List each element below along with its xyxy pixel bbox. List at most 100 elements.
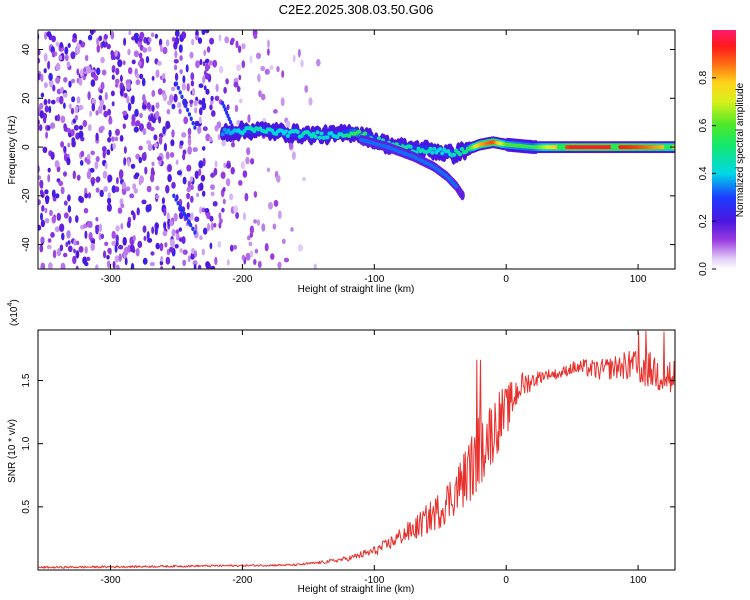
spectrogram-noise-blob — [59, 42, 64, 49]
spectrogram-noise-blob — [144, 166, 148, 175]
spectrogram-noise-blob — [132, 234, 136, 242]
spectrogram-noise-blob — [40, 73, 44, 83]
spectrogram-noise-blob — [43, 68, 47, 74]
spectrogram-noise-blob — [107, 197, 112, 205]
spectrogram-ridge-core — [280, 128, 284, 133]
spectrogram-noise-blob — [260, 65, 266, 72]
spectrogram-y-tick-label: 20 — [21, 92, 32, 104]
spectrogram-noise-blob — [223, 86, 227, 94]
spectrogram-noise-blob — [229, 244, 234, 252]
spectrogram-noise-blob — [107, 247, 112, 254]
spectrogram-noise-blob — [189, 176, 194, 183]
spectrogram-noise-blob — [51, 99, 56, 105]
spectrogram-noise-blob — [272, 223, 277, 230]
spectrogram-noise-blob — [236, 64, 241, 71]
spectrogram-noise-blob — [80, 150, 85, 158]
spectrogram-noise-blob — [95, 177, 100, 183]
spectrogram-noise-blob — [258, 90, 262, 98]
spectrogram-noise-blob — [78, 246, 84, 253]
spectrogram-noise-blob — [100, 81, 105, 90]
spectrogram-noise-blob — [171, 181, 176, 189]
spectrogram-noise-blob — [246, 147, 251, 156]
spectrogram-noise-blob — [48, 72, 53, 81]
spectrogram-noise-blob — [122, 85, 126, 92]
spectrogram-noise-blob — [181, 132, 187, 138]
spectrogram-noise-blob — [48, 79, 54, 88]
spectrogram-noise-blob — [178, 198, 183, 207]
spectrogram-noise-blob — [135, 73, 140, 79]
spectrogram-noise-blob — [291, 151, 296, 161]
spectrogram-noise-blob — [190, 80, 195, 87]
spectrogram-noise-blob — [119, 74, 123, 82]
spectrogram-noise-blob — [126, 220, 131, 228]
spectrogram-ridge-core — [335, 135, 340, 139]
spectrogram-streak-blob — [227, 116, 231, 122]
spectrogram-noise-blob — [38, 32, 40, 41]
spectrogram-noise-blob — [253, 219, 257, 224]
spectrogram-x-tick-label: -300 — [101, 274, 121, 285]
spectrogram-noise-blob — [175, 229, 180, 234]
spectrogram-noise-blob — [72, 255, 77, 265]
spectrogram-noise-blob — [87, 91, 91, 101]
spectrogram-noise-blob — [267, 48, 270, 56]
spectrogram-noise-blob — [221, 140, 226, 147]
snr-y-tick-label: 1.0 — [21, 436, 32, 450]
spectrogram-noise-blob — [52, 84, 56, 92]
spectrogram-noise-blob — [115, 67, 120, 76]
spectrogram-noise-blob — [87, 192, 92, 199]
spectrogram-noise-blob — [86, 65, 91, 74]
spectrogram-noise-blob — [61, 232, 65, 241]
spectrogram-noise-blob — [237, 45, 242, 53]
spectrogram-noise-blob — [235, 212, 240, 219]
spectrogram-noise-blob — [122, 110, 128, 116]
spectrogram-noise-blob — [57, 114, 61, 122]
spectrogram-noise-blob — [163, 142, 167, 152]
spectrogram-noise-blob — [111, 74, 115, 80]
spectrogram-noise-blob — [313, 263, 317, 269]
spectrogram-noise-blob — [121, 181, 127, 190]
spectrogram-noise-blob — [217, 240, 222, 248]
spectrogram-noise-blob — [245, 252, 251, 261]
spectrogram-noise-blob — [70, 51, 76, 60]
spectrogram-noise-blob — [111, 230, 116, 239]
spectrogram-noise-blob — [59, 95, 64, 105]
spectrogram-noise-blob — [199, 235, 203, 240]
spectrogram-noise-blob — [202, 157, 206, 167]
spectrogram-noise-blob — [240, 161, 245, 169]
spectrogram-noise-blob — [186, 186, 191, 193]
spectrogram-noise-blob — [100, 233, 105, 239]
spectrogram-noise-blob — [142, 94, 146, 102]
spectrogram-noise-blob — [63, 212, 69, 219]
spectrogram-noise-blob — [158, 136, 163, 145]
spectrogram-noise-blob — [155, 185, 160, 191]
spectrogram-noise-blob — [102, 149, 106, 159]
spectrogram-noise-blob — [264, 68, 270, 75]
spectrogram-noise-blob — [137, 60, 142, 67]
spectrogram-noise-blob — [102, 104, 106, 111]
spectrogram-noise-blob — [277, 261, 282, 269]
spectrogram-x-tick-label: 100 — [630, 274, 647, 285]
spectrogram-noise-blob — [135, 120, 141, 127]
spectrogram-noise-blob — [42, 112, 48, 120]
spectrogram-noise-blob — [114, 255, 120, 263]
spectrogram-ridge-core — [357, 129, 362, 134]
spectrogram-noise-blob — [46, 244, 52, 250]
spectrogram-noise-blob — [197, 264, 202, 269]
spectrogram-noise-blob — [253, 259, 257, 265]
spectrogram-noise-blob — [42, 146, 48, 153]
spectrogram-ridge-core — [446, 149, 451, 154]
spectrogram-noise-blob — [54, 226, 60, 233]
spectrogram-noise-blob — [44, 31, 48, 40]
spectrogram-noise-blob — [257, 260, 262, 269]
spectrogram-noise-blob — [260, 93, 266, 101]
spectrogram-noise-blob — [187, 137, 192, 146]
spectrogram-noise-blob — [171, 103, 176, 110]
spectrogram-noise-blob — [226, 104, 230, 111]
spectrogram-noise-blob — [107, 137, 112, 143]
spectrogram-noise-blob — [215, 83, 219, 92]
spectrogram-noise-blob — [199, 58, 203, 66]
spectrogram-noise-blob — [304, 85, 309, 93]
spectrogram-noise-blob — [276, 66, 280, 73]
spectrogram-noise-blob — [161, 197, 165, 205]
